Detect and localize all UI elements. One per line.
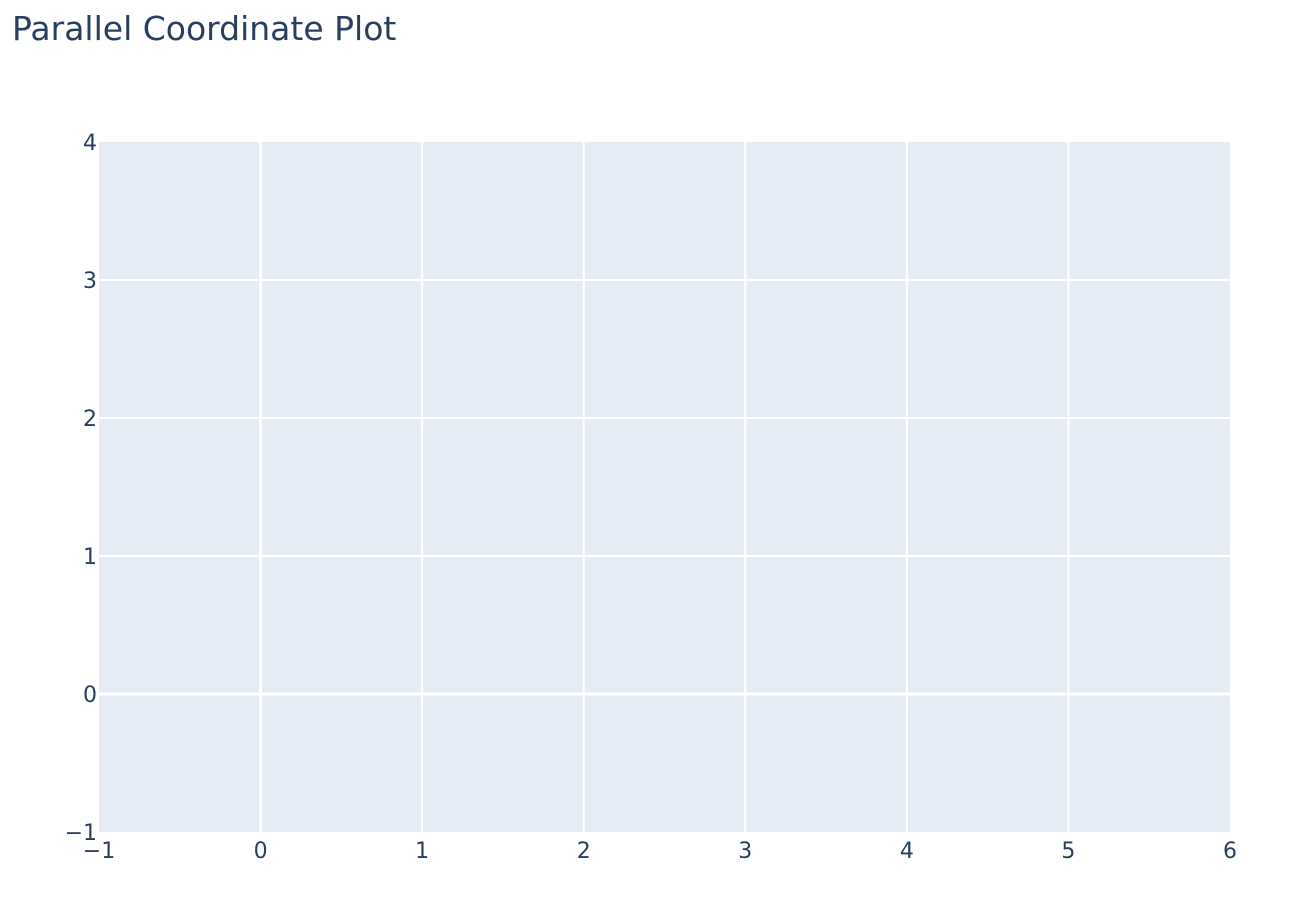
x-tick-label: 1 [415, 839, 429, 864]
x-tick-label: 5 [1061, 839, 1075, 864]
y-axis-ticks: −1 0 1 2 3 4 [65, 131, 97, 846]
y-tick-label: −1 [65, 821, 97, 846]
grid-lines [99, 142, 1230, 832]
x-tick-label: 2 [577, 839, 591, 864]
plot-background [99, 142, 1230, 832]
y-tick-label: 0 [83, 683, 97, 708]
x-tick-label: 4 [900, 839, 914, 864]
y-tick-label: 4 [83, 131, 97, 156]
chart-title: Parallel Coordinate Plot [12, 9, 397, 48]
x-axis-ticks: −1 0 1 2 3 4 5 6 [83, 839, 1237, 864]
x-tick-label: −1 [83, 839, 115, 864]
x-tick-label: 3 [738, 839, 752, 864]
y-tick-label: 2 [83, 407, 97, 432]
x-tick-label: 0 [254, 839, 268, 864]
y-tick-label: 3 [83, 269, 97, 294]
y-tick-label: 1 [83, 545, 97, 570]
x-tick-label: 6 [1223, 839, 1237, 864]
